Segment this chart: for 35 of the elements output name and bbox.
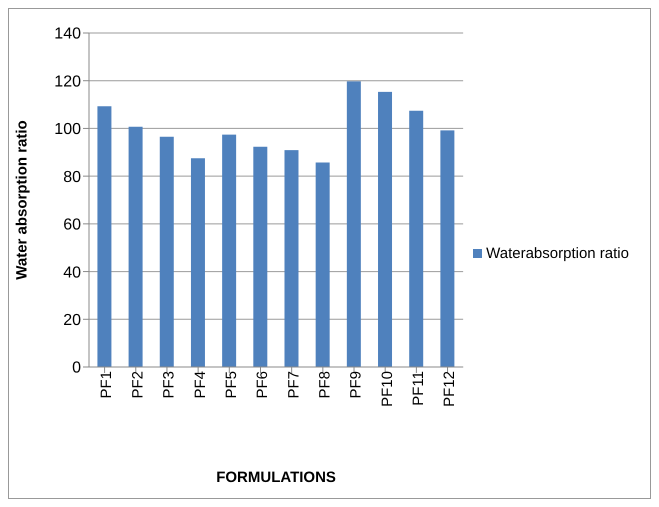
- x-tick-label: PF8: [316, 371, 334, 399]
- x-tick-label: PF12: [441, 371, 458, 407]
- x-tick-label: PF1: [98, 371, 116, 399]
- bar: [97, 106, 112, 367]
- x-tick-label: PF4: [192, 371, 209, 399]
- y-tick-label: 0: [72, 360, 82, 377]
- y-tick-label: 120: [54, 73, 82, 90]
- bar: [409, 110, 424, 367]
- bar: [440, 130, 454, 367]
- y-tick-label: 60: [63, 216, 82, 234]
- legend-label: Waterabsorption ratio: [486, 244, 629, 262]
- x-tick-label: PF7: [285, 371, 302, 399]
- bar: [316, 162, 330, 367]
- bar: [346, 81, 361, 367]
- bar: [160, 136, 174, 367]
- y-tick-label: 100: [54, 121, 82, 138]
- x-tick-label: PF2: [129, 371, 146, 399]
- x-tick-label: PF6: [254, 371, 272, 399]
- x-tick-label: PF10: [378, 371, 396, 407]
- x-tick-label: PF11: [410, 371, 428, 406]
- y-tick-label: 140: [54, 26, 82, 43]
- y-tick-label: 80: [63, 168, 82, 186]
- bar: [190, 158, 205, 367]
- x-tick-label: PF5: [222, 371, 240, 399]
- x-tick-label: PF9: [348, 371, 365, 399]
- y-tick-label: 40: [63, 264, 82, 282]
- x-tick-label: PF3: [160, 371, 178, 399]
- y-axis-title: Water absorption ratio: [13, 120, 30, 280]
- bar: [253, 146, 268, 367]
- y-tick-label: 20: [63, 312, 82, 329]
- bar: [222, 134, 236, 367]
- bar: [284, 150, 298, 367]
- x-axis-title: FORMULATIONS: [216, 469, 336, 486]
- bar: [128, 126, 143, 367]
- bar: [378, 92, 392, 367]
